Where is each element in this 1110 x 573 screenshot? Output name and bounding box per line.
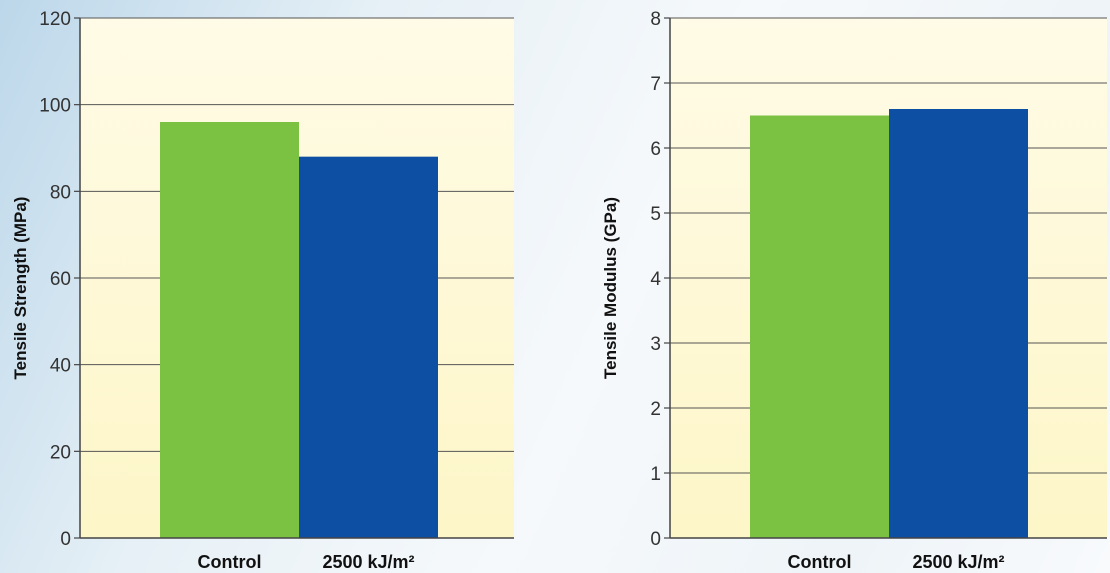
- modulus-x-tick-label: 2500 kJ/m²: [912, 552, 1004, 572]
- modulus-x-tick-label: Control: [788, 552, 852, 572]
- strength-y-tick-label: 20: [50, 442, 71, 463]
- modulus-y-tick-label: 2: [650, 399, 661, 420]
- modulus-y-tick-label: 5: [650, 204, 661, 225]
- modulus-y-tick-label: 3: [650, 334, 661, 355]
- strength-y-tick-label: 100: [39, 96, 71, 117]
- strength-y-tick-label: 0: [60, 529, 71, 550]
- modulus-y-tick-label: 4: [650, 269, 661, 290]
- modulus-bar-2500-kj: [889, 109, 1028, 538]
- strength-y-tick-label: 40: [50, 356, 71, 377]
- strength-y-axis-title: Tensile Strength (MPa): [11, 197, 30, 380]
- modulus-y-tick-label: 1: [650, 464, 661, 485]
- strength-y-tick-label: 120: [39, 9, 71, 30]
- modulus-y-tick-label: 8: [650, 9, 661, 30]
- tensile-modulus-chart-svg: 0 1 2 3 4 5 6 7 8 Control 2500 kJ/m² Tensile Modulu…: [601, 9, 1107, 572]
- modulus-bar-control: [750, 115, 889, 538]
- tensile-modulus-chart: 0 1 2 3 4 5 6 7 8 Control 2500 kJ/m² Tensile Modulu…: [590, 0, 1110, 573]
- modulus-y-axis-title: Tensile Modulus (GPa): [601, 197, 620, 379]
- tensile-strength-chart: 0 20 40 60 80 100 120 Control 2500 kJ/m² Tensile …: [0, 0, 530, 573]
- strength-x-tick-label: 2500 kJ/m²: [322, 552, 414, 572]
- strength-bar-control: [160, 122, 299, 538]
- strength-bar-2500-kj: [299, 156, 438, 538]
- strength-y-tick-label: 80: [50, 182, 71, 203]
- modulus-y-tick-label: 7: [650, 74, 661, 95]
- strength-x-tick-label: Control: [198, 552, 262, 572]
- modulus-y-tick-label: 0: [650, 529, 661, 550]
- strength-y-tick-label: 60: [50, 269, 71, 290]
- modulus-y-tick-label: 6: [650, 139, 661, 160]
- tensile-strength-chart-svg: 0 20 40 60 80 100 120 Control 2500 kJ/m² Tensile …: [11, 9, 514, 572]
